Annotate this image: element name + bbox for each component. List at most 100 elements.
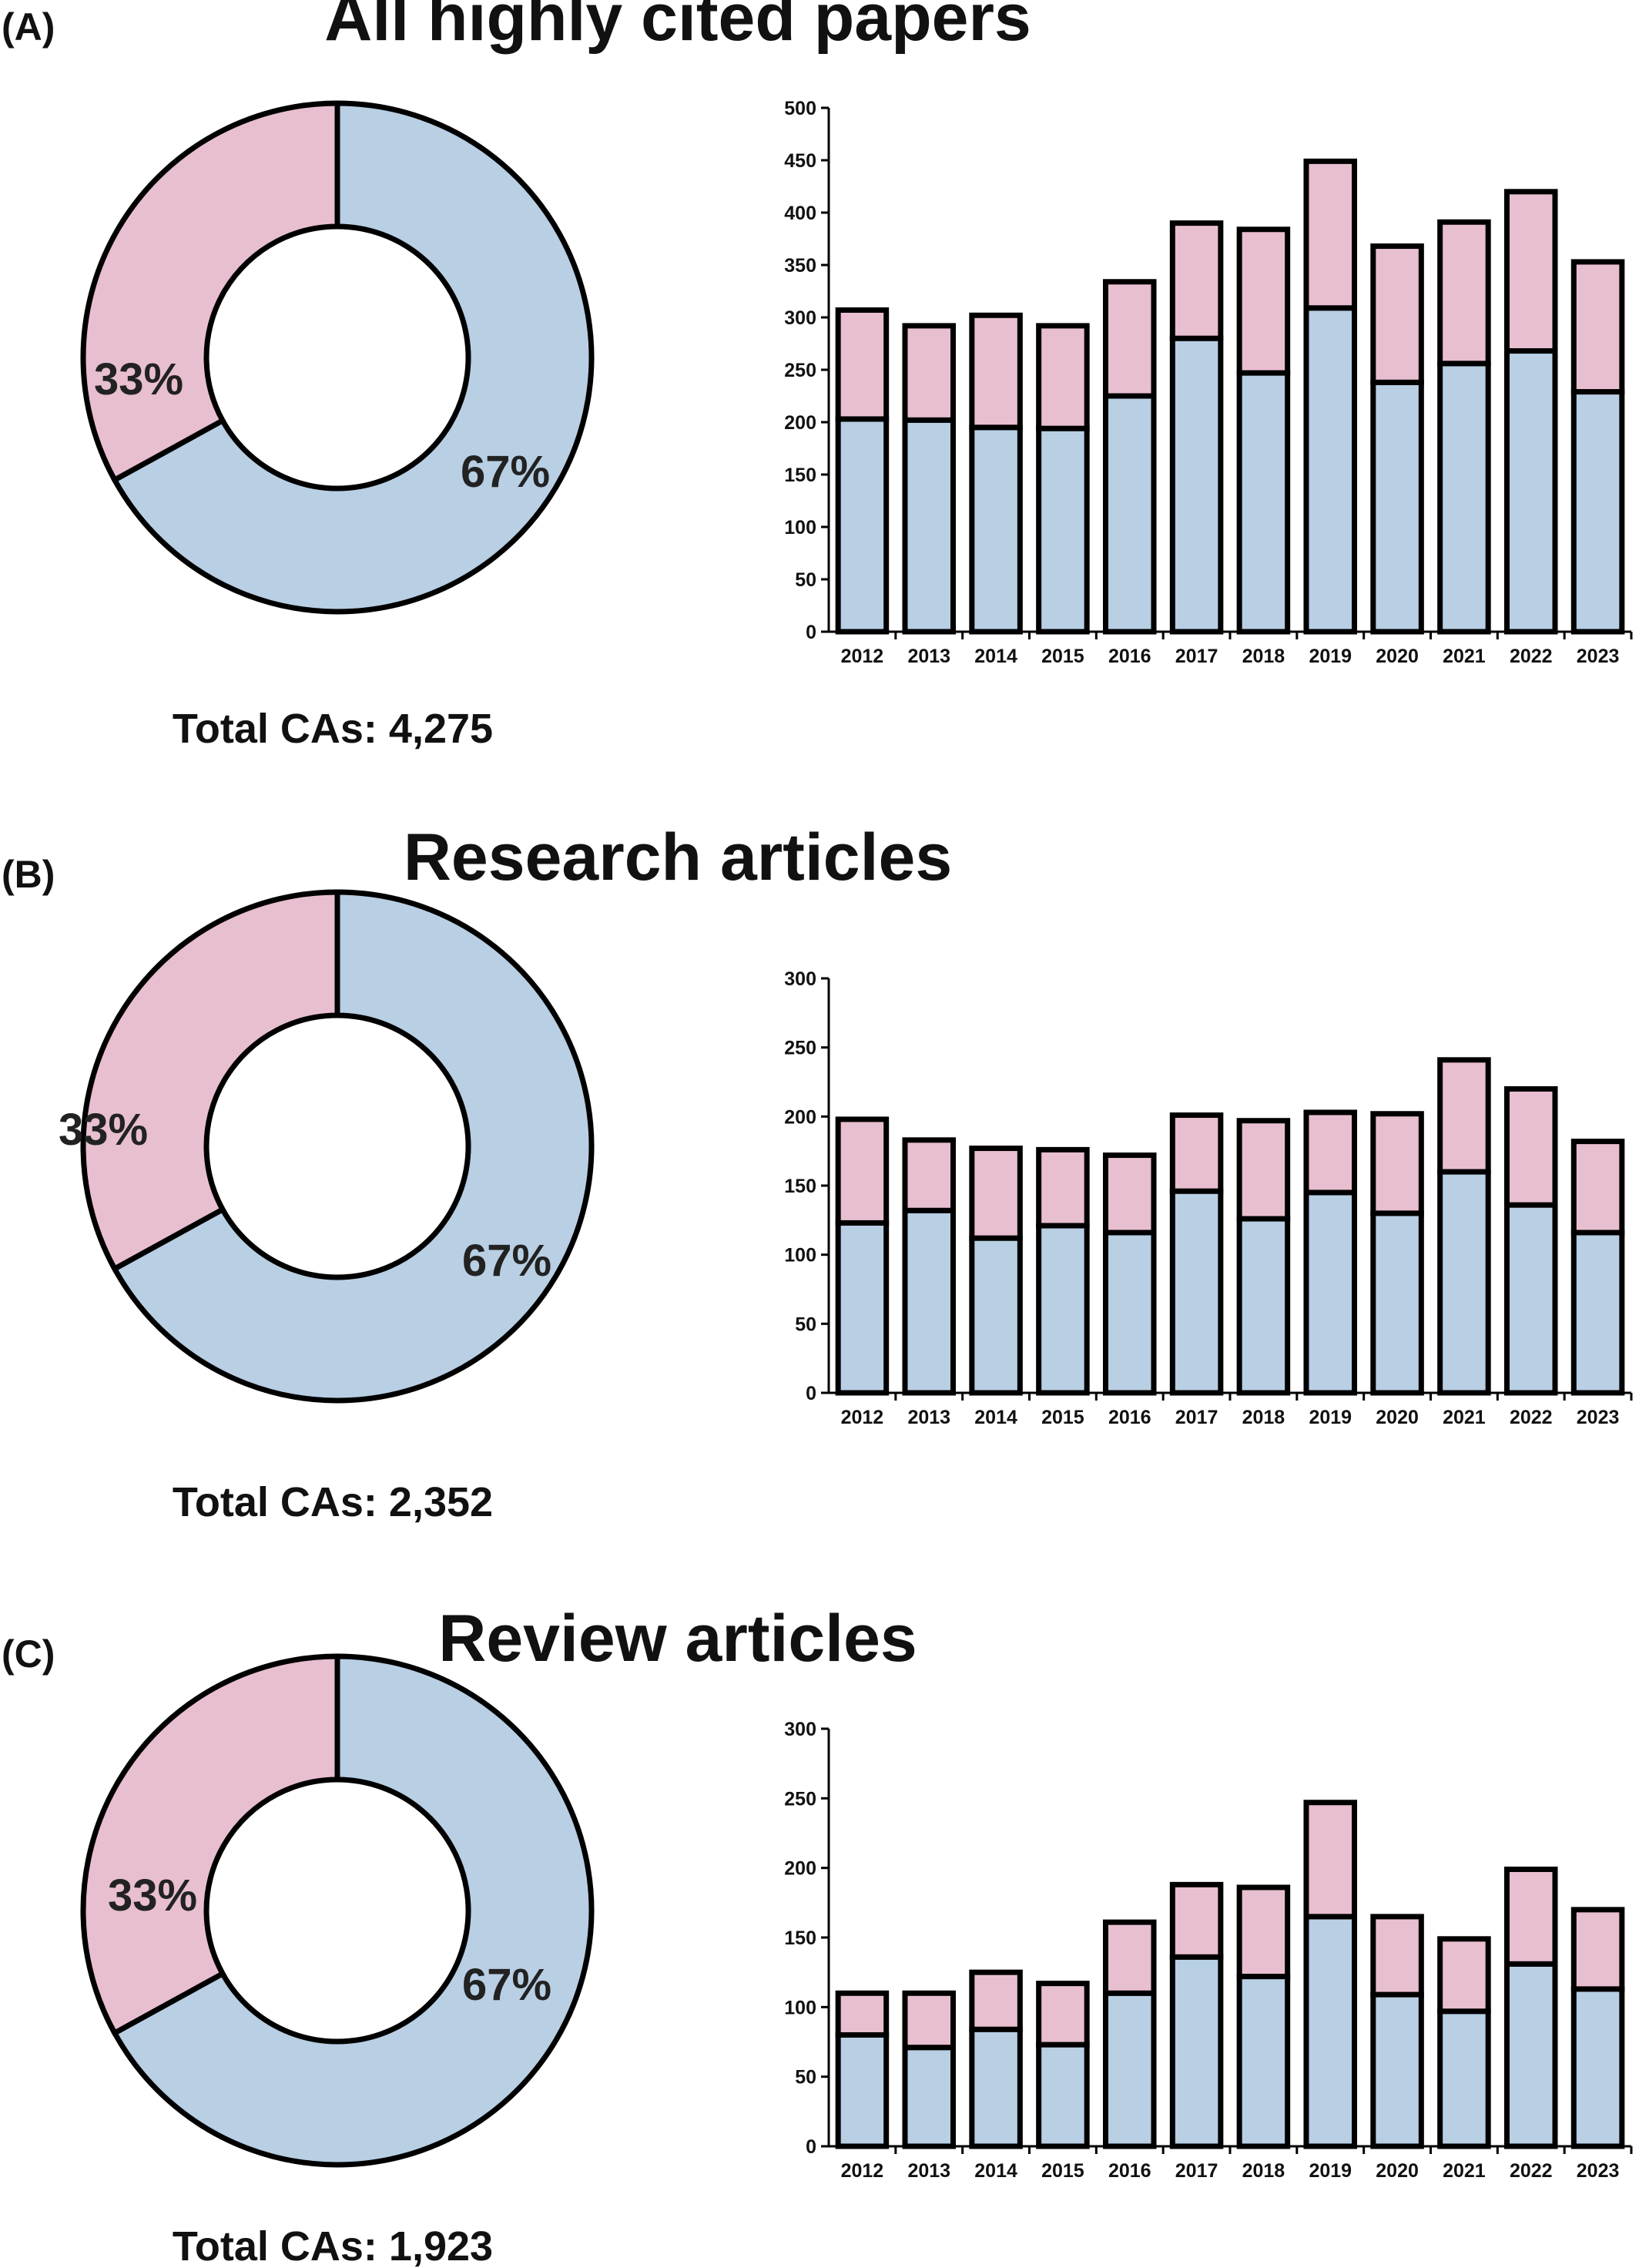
x-tick-label: 2020 [1376,1407,1419,1428]
bar-2022-series-0 [1503,348,1558,635]
y-tick-label: 0 [806,622,816,643]
bar-2018-series-0 [1236,370,1291,635]
bar-2018-series-1 [1236,226,1291,376]
y-tick-label: 200 [784,412,816,434]
panel-letter: (C) [2,1632,55,1676]
bar-2023-series-1 [1570,1907,1625,1992]
donut-slice-1 [80,1653,340,2037]
panel-title: Review articles [438,1602,917,1676]
bar-2019-series-0 [1303,1189,1358,1396]
bar-2020-series-0 [1370,379,1424,635]
bar-2022-series-1 [1503,1866,1558,1967]
bar-2017-series-1 [1169,1112,1224,1194]
bar-2019-series-1 [1303,1109,1358,1196]
x-tick-label: 2013 [907,1407,950,1428]
panel-0: (A) All highly cited papers 67% 33% Total CA… [2,0,1633,752]
bar-2016-series-1 [1102,279,1157,399]
stacked-bar-chart: 0 50 100 150 200 250 300 2012 2013 2014 2015 2016 20… [784,968,1633,1428]
y-tick-label: 300 [784,1719,816,1740]
bar-2017-series-1 [1169,220,1224,341]
panel-title: All highly cited papers [324,0,1031,55]
x-tick-label: 2020 [1376,2160,1419,2182]
x-tick-label: 2018 [1242,2160,1285,2182]
bar-2018-series-0 [1236,1216,1291,1396]
bar-2023-series-0 [1570,389,1625,635]
bar-2020-series-1 [1370,1111,1424,1216]
donut-chart [80,889,595,1404]
bar-2016-series-1 [1102,1919,1157,1996]
panel-1: (B) Research articles 67% 33% Total CAs: 2,3… [2,820,1633,1525]
bar-2022-series-0 [1503,1202,1558,1396]
y-tick-label: 50 [795,569,816,591]
bar-2012-series-0 [835,1220,890,1396]
bar-2018-series-1 [1236,1884,1291,1980]
x-tick-label: 2016 [1108,1407,1151,1428]
bar-2021-series-1 [1437,1936,1491,2015]
donut-slice-label-0: 67% [462,1960,551,2010]
x-tick-label: 2019 [1309,646,1352,667]
donut-chart [80,100,595,615]
bar-2017-series-0 [1169,335,1224,635]
x-tick-label: 2017 [1175,646,1218,667]
donut-slice-label-0: 67% [462,1236,551,1286]
bar-2023-series-0 [1570,1230,1625,1396]
bar-2012-series-1 [835,1116,890,1226]
bar-2020-series-0 [1370,1991,1424,2149]
bar-2020-series-1 [1370,1914,1424,1998]
x-tick-label: 2015 [1041,1407,1084,1428]
donut-slice-label-1: 33% [59,1105,148,1155]
x-tick-label: 2021 [1443,1407,1486,1428]
total-label: Total CAs: 2,352 [173,1479,493,1525]
bar-2022-series-1 [1503,1085,1558,1208]
panel-2: (C) Review articles 67% 33% Total CAs: 1,923… [2,1602,1633,2268]
bar-2021-series-0 [1437,361,1491,635]
bar-2013-series-1 [902,1990,957,2051]
bar-2013-series-0 [902,1207,957,1396]
x-tick-label: 2019 [1309,2160,1352,2182]
panel-letter: (B) [2,853,55,896]
x-tick-label: 2021 [1443,646,1486,667]
y-tick-label: 100 [784,1245,816,1267]
x-tick-label: 2021 [1443,2160,1486,2182]
x-tick-label: 2013 [907,646,950,667]
x-tick-label: 2020 [1376,646,1419,667]
bar-2012-series-0 [835,416,890,635]
bar-2023-series-1 [1570,259,1625,395]
bar-2014-series-0 [969,2026,1023,2149]
y-tick-label: 200 [784,1858,816,1880]
bar-2015-series-1 [1036,323,1090,431]
y-tick-label: 250 [784,1788,816,1810]
bar-2021-series-0 [1437,1169,1491,1396]
x-tick-label: 2023 [1577,1407,1620,1428]
x-tick-label: 2015 [1041,2160,1084,2182]
panel-title: Research articles [404,820,952,894]
y-tick-label: 0 [806,1383,816,1404]
y-tick-label: 50 [795,1313,816,1335]
bar-2012-series-0 [835,2031,890,2149]
bar-2013-series-0 [902,417,957,635]
x-tick-label: 2013 [907,2160,950,2182]
x-tick-label: 2014 [974,2160,1017,2182]
bar-2014-series-0 [969,1235,1023,1396]
y-tick-label: 0 [806,2136,816,2158]
donut-slice-1 [80,889,340,1273]
bar-2021-series-1 [1437,219,1491,367]
bar-2020-series-1 [1370,243,1424,385]
x-tick-label: 2012 [841,1407,884,1428]
y-tick-label: 300 [784,968,816,990]
donut-slice-label-1: 33% [94,354,183,404]
bar-2019-series-0 [1303,305,1358,635]
y-tick-label: 200 [784,1106,816,1128]
bar-2014-series-1 [969,312,1023,431]
y-tick-label: 150 [784,1927,816,1949]
donut-slice-label-0: 67% [461,447,550,497]
y-tick-label: 250 [784,1038,816,1059]
bar-2013-series-1 [902,1137,957,1213]
bar-2015-series-0 [1036,2042,1090,2149]
bar-2022-series-1 [1503,189,1558,354]
y-tick-label: 300 [784,307,816,329]
y-tick-label: 500 [784,98,816,119]
panel-letter: (A) [2,5,55,49]
x-tick-label: 2022 [1510,2160,1553,2182]
bar-2012-series-1 [835,307,890,422]
